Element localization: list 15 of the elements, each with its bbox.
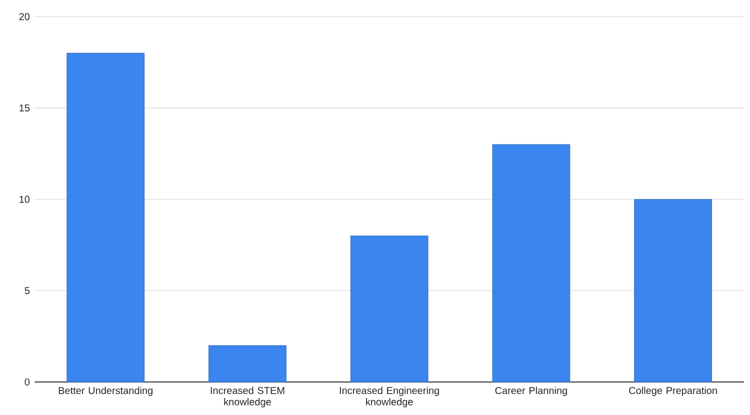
bar xyxy=(208,345,286,382)
x-tick-label: College Preparation xyxy=(629,386,717,396)
bar xyxy=(492,144,570,382)
bar xyxy=(350,236,428,382)
x-tick-label: Increased Engineering knowledge xyxy=(340,386,439,408)
x-tick-label: Increased STEM knowledge xyxy=(210,386,284,408)
y-tick-label: 20 xyxy=(19,13,30,20)
y-tick-label: 10 xyxy=(20,196,30,203)
x-tick-label: Career Planning xyxy=(495,386,567,396)
bar xyxy=(634,199,712,382)
bar xyxy=(66,52,145,382)
y-tick-label: 0 xyxy=(24,378,30,386)
y-tick-label: 5 xyxy=(24,287,30,294)
y-tick-label: 15 xyxy=(20,104,30,112)
x-tick-label: Better Understanding xyxy=(58,386,152,396)
